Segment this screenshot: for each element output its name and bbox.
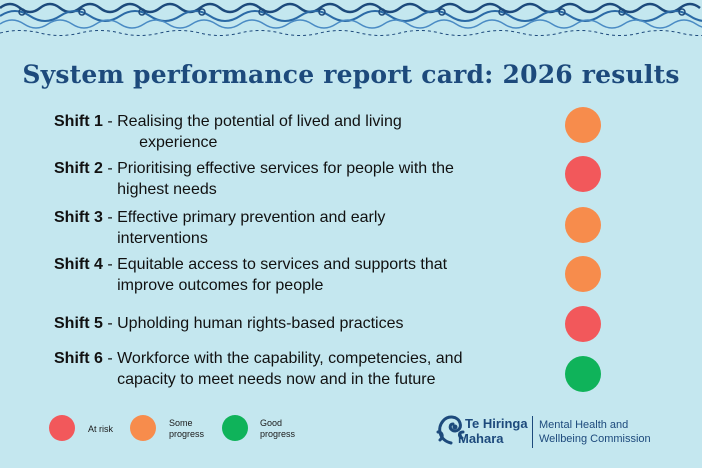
shift-name: Shift 2 [54,160,103,177]
shift-separator: - [102,160,118,177]
shift-description: Equitable access to services and support… [117,254,554,296]
legend-dot-good-progress [222,415,248,441]
shift-name: Shift 4 [54,256,103,273]
shift-name: Shift 6 [54,350,103,367]
shift-separator: - [102,113,118,130]
shift-description-line1: Effective primary prevention and early [117,209,386,226]
legend-dot-at-risk [49,415,75,441]
logo-name-line2: Mahara [458,431,504,446]
wave-pattern-banner [0,0,702,42]
logo-subtitle-line2: Wellbeing Commission [539,433,651,445]
shift-description-line2: capacity to meet needs now and in the fu… [117,371,436,388]
rating-dot-shift-1 [565,107,601,143]
rating-dot-shift-2 [565,156,601,192]
shift-description: Upholding human rights-based practices [117,315,404,332]
shift-description-line1: Equitable access to services and support… [117,256,448,273]
legend-label-at-risk: At risk [88,424,114,434]
legend-label-line2: progress [169,429,205,439]
rating-dot-shift-5 [565,306,601,342]
legend-label-line2: progress [260,429,296,439]
shift-row-6: Shift 6 - Workforce with the capability,… [54,348,554,390]
legend-label-good-progress: Good progress [260,418,295,440]
shift-description-line1: Prioritising effective services for peop… [117,160,454,177]
logo-subtitle: Mental Health and Wellbeing Commission [539,418,651,446]
rating-dot-shift-6 [565,356,601,392]
logo-divider [532,416,533,448]
rating-dot-shift-3 [565,207,601,243]
legend-label-line1: Some [169,418,193,428]
shift-separator: - [102,350,118,367]
shift-description-line2: experience [139,134,218,151]
shift-row-3: Shift 3 - Effective primary prevention a… [54,207,554,249]
logo-subtitle-line1: Mental Health and [539,419,629,431]
shift-description-line2: improve outcomes for people [117,277,324,294]
logo-name-line1: Te Hiringa [465,416,528,431]
legend-label-some-progress: Some progress [169,418,204,440]
koru-icon [436,415,465,445]
shift-description-line2: interventions [117,230,208,247]
shift-description: Workforce with the capability, competenc… [117,348,554,390]
shift-name: Shift 5 [54,315,103,332]
shift-description: Realising the potential of lived and liv… [117,111,554,153]
shift-row-4: Shift 4 - Equitable access to services a… [54,254,554,296]
page-title: System performance report card: 2026 res… [22,60,680,89]
shift-name: Shift 3 [54,209,103,226]
shift-row-2: Shift 2 - Prioritising effective service… [54,158,554,200]
shift-description-line1: Realising the potential of lived and liv… [117,113,402,130]
shift-name: Shift 1 [54,113,103,130]
shift-separator: - [102,256,118,273]
shift-row-5: Shift 5 - Upholding human rights-based p… [54,313,554,334]
legend-label-line1: Good [260,418,283,428]
shift-row-1: Shift 1 - Realising the potential of liv… [54,111,554,153]
shift-separator: - [102,209,118,226]
shift-separator: - [102,315,118,332]
shift-description: Effective primary prevention and early i… [117,207,554,249]
shift-description-line2: highest needs [117,181,217,198]
shift-description-line1: Workforce with the capability, competenc… [117,350,463,367]
legend-dot-some-progress [130,415,156,441]
rating-dot-shift-4 [565,256,601,292]
shift-description: Prioritising effective services for peop… [117,158,554,200]
